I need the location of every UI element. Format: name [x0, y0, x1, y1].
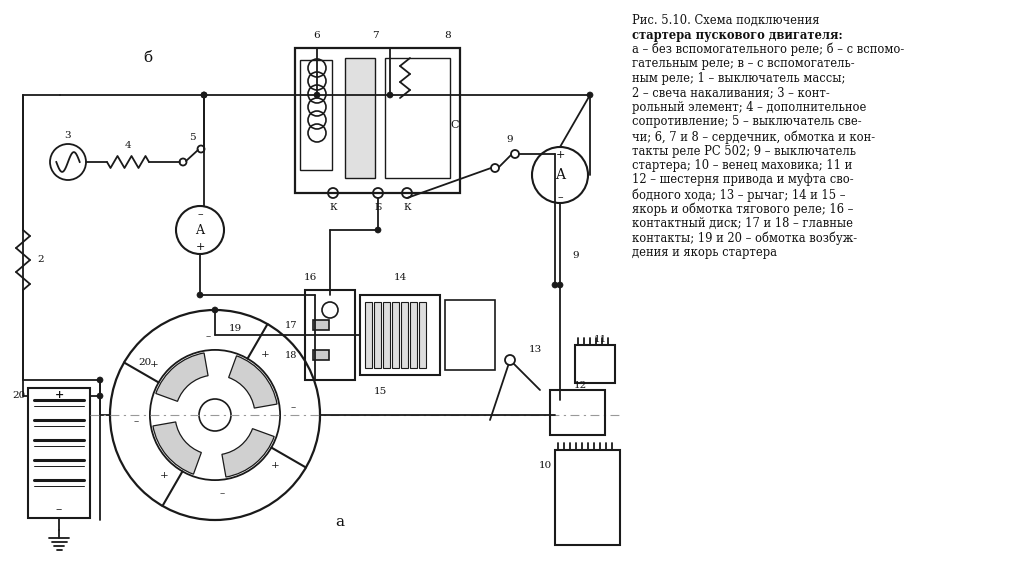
Text: 20: 20 [138, 358, 152, 367]
Wedge shape [153, 422, 202, 474]
Bar [345, 58, 375, 178]
Text: +: + [261, 350, 270, 359]
Bar [550, 390, 605, 435]
Text: –: – [557, 192, 563, 202]
Text: контактный диск; 17 и 18 – главные: контактный диск; 17 и 18 – главные [632, 217, 853, 230]
Text: такты реле РС 502; 9 – выключатель: такты реле РС 502; 9 – выключатель [632, 145, 856, 157]
Text: +: + [151, 360, 159, 369]
Text: а: а [336, 515, 344, 529]
Circle shape [375, 227, 381, 233]
Text: 16: 16 [303, 273, 316, 282]
Text: 4: 4 [125, 142, 131, 150]
Circle shape [387, 92, 393, 98]
Text: 9: 9 [572, 250, 579, 259]
Text: +: + [271, 461, 280, 470]
Bar [575, 345, 615, 383]
Bar [445, 300, 495, 370]
Text: 17: 17 [285, 320, 297, 329]
Wedge shape [228, 356, 278, 408]
Circle shape [201, 92, 207, 98]
Circle shape [197, 292, 203, 298]
Bar [410, 302, 417, 368]
Text: –: – [219, 489, 224, 498]
Bar [385, 58, 450, 178]
Text: стартера; 10 – венец маховика; 11 и: стартера; 10 – венец маховика; 11 и [632, 159, 852, 172]
Bar [365, 302, 372, 368]
Text: 15: 15 [374, 387, 387, 397]
Text: 12: 12 [573, 381, 587, 390]
Text: 20: 20 [12, 391, 26, 401]
Wedge shape [222, 429, 274, 477]
Text: 9: 9 [507, 135, 513, 145]
Text: 11: 11 [593, 335, 606, 344]
Text: –: – [291, 404, 296, 413]
Text: 10: 10 [539, 460, 552, 470]
Bar [392, 302, 399, 368]
Circle shape [97, 393, 103, 399]
Text: 14: 14 [393, 273, 407, 282]
Text: 19: 19 [228, 324, 242, 333]
Text: чи; 6, 7 и 8 – сердечник, обмотка и кон-: чи; 6, 7 и 8 – сердечник, обмотка и кон- [632, 130, 876, 144]
Text: 12 – шестерня привода и муфта сво-: 12 – шестерня привода и муфта сво- [632, 173, 854, 187]
Text: ным реле; 1 – выключатель массы;: ным реле; 1 – выключатель массы; [632, 72, 846, 85]
Text: +: + [555, 150, 564, 160]
Text: а – без вспомогательного реле; б – с вспомо-: а – без вспомогательного реле; б – с всп… [632, 43, 904, 56]
Text: якорь и обмотка тягового реле; 16 –: якорь и обмотка тягового реле; 16 – [632, 203, 853, 216]
Text: б: б [143, 51, 153, 65]
Circle shape [97, 377, 103, 383]
Text: +: + [160, 471, 169, 480]
Text: контакты; 19 и 20 – обмотка возбуж-: контакты; 19 и 20 – обмотка возбуж- [632, 231, 857, 245]
Text: 2: 2 [37, 255, 44, 265]
Bar [28, 388, 90, 518]
Text: 3: 3 [65, 131, 72, 141]
Text: –: – [206, 332, 211, 341]
Text: бодного хода; 13 – рычаг; 14 и 15 –: бодного хода; 13 – рычаг; 14 и 15 – [632, 188, 846, 201]
Bar [300, 60, 332, 170]
Circle shape [587, 92, 593, 98]
Text: К: К [403, 203, 411, 211]
Bar [360, 295, 440, 375]
Text: 18: 18 [285, 351, 297, 359]
Text: 5: 5 [188, 133, 196, 142]
Text: 7: 7 [372, 32, 378, 41]
Bar [313, 320, 329, 330]
Text: дения и якорь стартера: дения и якорь стартера [632, 246, 777, 259]
Circle shape [212, 307, 218, 313]
Bar [401, 302, 408, 368]
Text: A: A [196, 223, 205, 236]
Text: рольный элемент; 4 – дополнительное: рольный элемент; 4 – дополнительное [632, 101, 866, 114]
Bar [374, 302, 381, 368]
Circle shape [505, 355, 515, 365]
Text: +: + [196, 242, 205, 252]
Text: +: + [54, 390, 63, 401]
Text: С: С [451, 120, 459, 130]
Text: стартера пускового двигателя:: стартера пускового двигателя: [632, 29, 843, 41]
Text: –: – [56, 503, 62, 517]
Text: К: К [329, 203, 337, 211]
Bar [383, 302, 390, 368]
Bar [419, 302, 426, 368]
Circle shape [314, 92, 319, 98]
Text: –: – [134, 417, 139, 426]
Text: сопротивление; 5 – выключатель све-: сопротивление; 5 – выключатель све- [632, 115, 861, 129]
Circle shape [201, 92, 207, 98]
Text: –: – [198, 209, 203, 219]
Circle shape [552, 282, 558, 288]
Text: 13: 13 [528, 346, 542, 355]
Bar [313, 350, 329, 360]
Text: 8: 8 [444, 32, 452, 41]
Circle shape [199, 399, 231, 431]
Bar [295, 48, 460, 193]
Text: гательным реле; в – с вспомогатель-: гательным реле; в – с вспомогатель- [632, 57, 855, 71]
Text: 2 – свеча накаливания; 3 – конт-: 2 – свеча накаливания; 3 – конт- [632, 87, 829, 99]
Bar [305, 290, 355, 380]
Text: Б: Б [375, 203, 382, 211]
Wedge shape [156, 353, 208, 401]
Text: 6: 6 [313, 32, 321, 41]
Text: Рис. 5.10. Схема подключения: Рис. 5.10. Схема подключения [632, 14, 819, 27]
Text: A: A [555, 168, 565, 182]
Bar [555, 450, 620, 545]
Circle shape [557, 282, 563, 288]
